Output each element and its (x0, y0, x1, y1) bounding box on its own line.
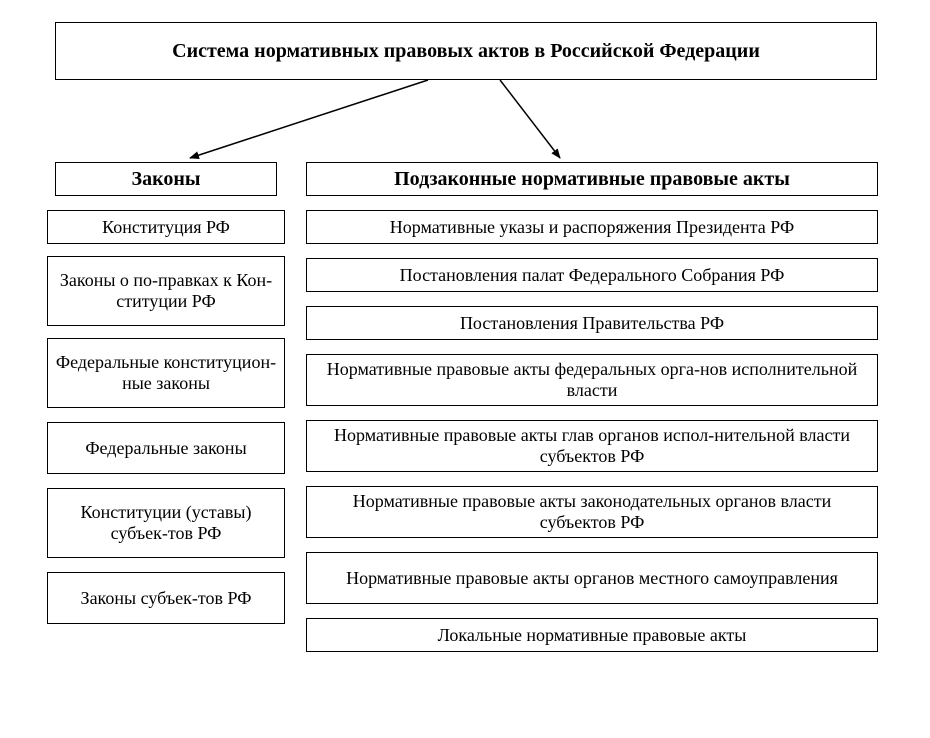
right-item-text: Постановления Правительства РФ (460, 313, 724, 334)
left-item-text: Законы о по-правках к Кон-ституции РФ (54, 270, 278, 311)
left-item-text: Федеральные конституцион-ные законы (54, 352, 278, 393)
right-item-text: Постановления палат Федерального Собрани… (400, 265, 785, 286)
right-item-text: Нормативные правовые акты законодательны… (313, 491, 871, 532)
left-column-header-text: Законы (132, 168, 201, 191)
right-column-header-text: Подзаконные нормативные правовые акты (394, 168, 790, 191)
right-item-text: Нормативные указы и распоряжения Президе… (390, 217, 794, 238)
left-column-header-box: Законы (55, 162, 277, 196)
right-item-box: Нормативные правовые акты федеральных ор… (306, 354, 878, 406)
left-item-box: Федеральные законы (47, 422, 285, 474)
right-item-box: Нормативные правовые акты глав органов и… (306, 420, 878, 472)
left-item-text: Законы субъек-тов РФ (81, 588, 252, 609)
right-column-header-box: Подзаконные нормативные правовые акты (306, 162, 878, 196)
diagram-title-text: Система нормативных правовых актов в Рос… (172, 40, 760, 63)
arrow-lines (190, 80, 560, 158)
left-item-box: Федеральные конституцион-ные законы (47, 338, 285, 408)
right-item-text: Нормативные правовые акты глав органов и… (313, 425, 871, 466)
left-item-box: Конституции (уставы) субъек-тов РФ (47, 488, 285, 558)
right-item-box: Постановления Правительства РФ (306, 306, 878, 340)
right-item-text: Нормативные правовые акты органов местно… (346, 568, 838, 589)
diagram-canvas: Система нормативных правовых актов в Рос… (0, 0, 930, 738)
right-item-box: Нормативные указы и распоряжения Президе… (306, 210, 878, 244)
right-item-text: Нормативные правовые акты федеральных ор… (313, 359, 871, 400)
left-item-text: Федеральные законы (85, 438, 246, 459)
left-item-text: Конституции (уставы) субъек-тов РФ (54, 502, 278, 543)
diagram-title-box: Система нормативных правовых актов в Рос… (55, 22, 877, 80)
right-item-box: Нормативные правовые акты органов местно… (306, 552, 878, 604)
right-item-box: Локальные нормативные правовые акты (306, 618, 878, 652)
left-item-text: Конституция РФ (102, 217, 230, 238)
left-item-box: Законы о по-правках к Кон-ституции РФ (47, 256, 285, 326)
left-item-box: Законы субъек-тов РФ (47, 572, 285, 624)
right-item-box: Постановления палат Федерального Собрани… (306, 258, 878, 292)
right-item-text: Локальные нормативные правовые акты (438, 625, 747, 646)
right-item-box: Нормативные правовые акты законодательны… (306, 486, 878, 538)
left-item-box: Конституция РФ (47, 210, 285, 244)
arrow-line (190, 80, 428, 158)
arrow-line (500, 80, 560, 158)
